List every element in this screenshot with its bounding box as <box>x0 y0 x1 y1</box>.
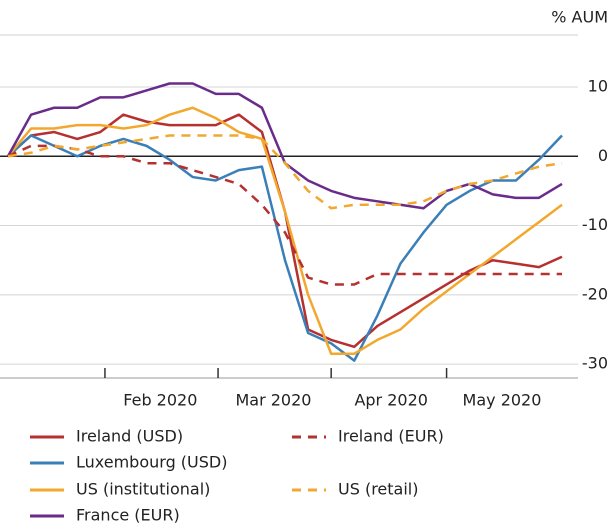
series-line <box>7 134 563 362</box>
series-line <box>7 134 563 210</box>
legend-label: US (retail) <box>338 480 418 499</box>
x-tick-label: Feb 2020 <box>123 391 197 410</box>
x-tick-label: May 2020 <box>463 391 542 410</box>
y-tick-label: -30 <box>582 354 608 373</box>
series-line <box>7 144 562 286</box>
y-tick-label: 0 <box>598 146 608 165</box>
legend-label: Ireland (EUR) <box>338 427 444 446</box>
y-tick-label: -20 <box>582 284 608 303</box>
x-tick-label: Apr 2020 <box>354 391 427 410</box>
y-unit-label: % AUM <box>551 8 608 27</box>
series-line <box>6 82 563 210</box>
x-tick-label: Mar 2020 <box>235 391 311 410</box>
y-tick-label: -10 <box>582 215 608 234</box>
legend-label: Ireland (USD) <box>76 427 183 446</box>
legend-label: Luxembourg (USD) <box>76 453 227 472</box>
y-tick-label: 10 <box>588 76 608 95</box>
legend-label: US (institutional) <box>76 480 210 499</box>
legend-label: France (EUR) <box>76 506 180 525</box>
